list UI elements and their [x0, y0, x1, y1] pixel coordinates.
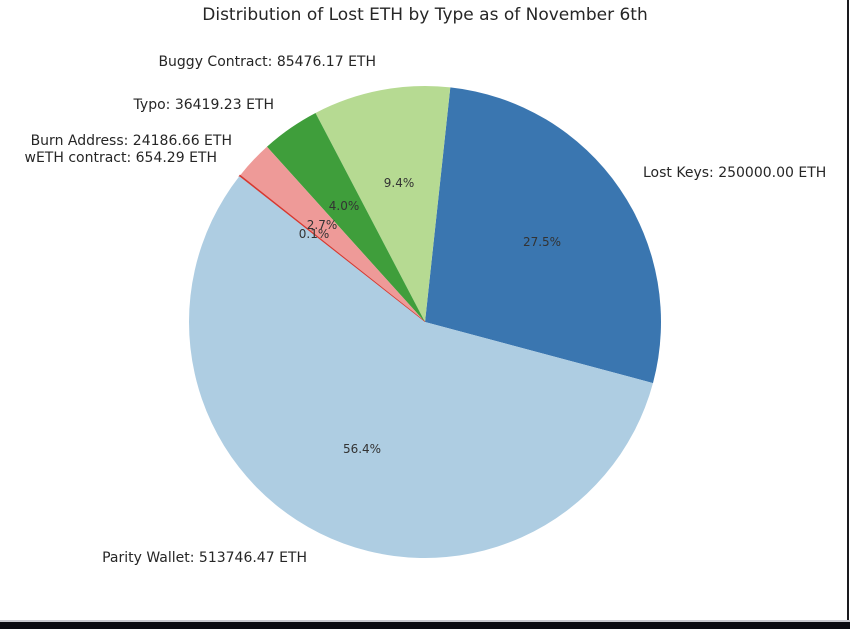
- slice-pct-weth-contract: 0.1%: [298, 227, 330, 241]
- slice-label-burn-address: Burn Address: 24186.66 ETH: [30, 133, 232, 149]
- slice-pct-lost-keys: 27.5%: [522, 235, 562, 249]
- slice-label-lost-keys: Lost Keys: 250000.00 ETH: [643, 165, 827, 181]
- pie-slice-buggy-contract: [315, 86, 451, 322]
- chart-title: Distribution of Lost ETH by Type as of N…: [202, 5, 648, 25]
- slice-pct-burn-address: 2.7%: [306, 218, 338, 232]
- pie-slice-typo: [266, 112, 425, 322]
- window-right-border: [847, 0, 849, 622]
- slice-label-parity-wallet: Parity Wallet: 513746.47 ETH: [102, 550, 307, 566]
- slice-pct-parity-wallet: 56.4%: [342, 442, 382, 456]
- pie-slice-parity-wallet: [189, 176, 653, 558]
- slice-pct-typo: 4.0%: [328, 199, 360, 213]
- pie-slice-weth-contract: [238, 174, 426, 323]
- pie-slice-lost-keys: [425, 87, 662, 384]
- slice-label-buggy-contract: Buggy Contract: 85476.17 ETH: [158, 54, 376, 70]
- slice-label-weth-contract: wETH contract: 654.29 ETH: [24, 150, 218, 166]
- slice-label-typo: Typo: 36419.23 ETH: [133, 97, 274, 113]
- pie-slice-burn-address: [240, 146, 425, 322]
- slice-pct-buggy-contract: 9.4%: [383, 176, 415, 190]
- window-bottom-bar: [0, 620, 850, 629]
